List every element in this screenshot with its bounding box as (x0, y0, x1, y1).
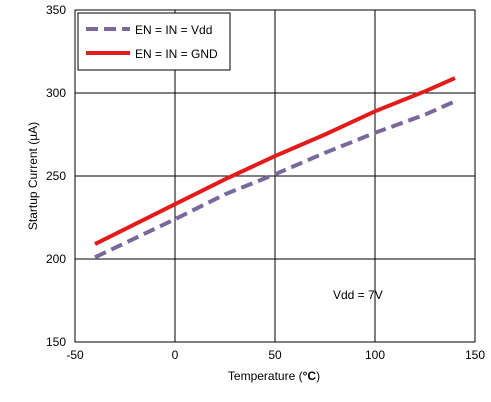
x-tick-label: -50 (66, 348, 84, 362)
y-tick-label: 200 (46, 252, 66, 266)
x-tick-label: 0 (172, 348, 179, 362)
series-line-vdd (94, 99, 456, 260)
x-tick-label: 50 (268, 348, 282, 362)
y-tick-label: 250 (46, 169, 66, 183)
series-line-gnd (94, 76, 456, 246)
x-tick-labels: -50 0 50 100 150 (66, 348, 485, 362)
y-tick-label: 300 (46, 86, 66, 100)
x-tick-label: 150 (465, 348, 485, 362)
series-layer (94, 76, 456, 260)
y-tick-label: 350 (46, 3, 66, 17)
x-axis-title: Temperature (°C) (228, 369, 320, 383)
legend-label-vdd: EN = IN = Vdd (135, 23, 212, 37)
legend-box (77, 12, 231, 71)
x-tick-label: 100 (365, 348, 385, 362)
y-tick-labels: 150 200 250 300 350 (46, 3, 66, 349)
vdd-annotation: Vdd = 7V (333, 288, 383, 302)
legend-label-gnd: EN = IN = GND (135, 47, 218, 61)
plot-frame (74, 9, 476, 343)
y-tick-label: 150 (46, 335, 66, 349)
legend: EN = IN = Vdd EN = IN = GND (77, 12, 231, 71)
y-axis-title: Startup Current (µA) (26, 122, 40, 230)
